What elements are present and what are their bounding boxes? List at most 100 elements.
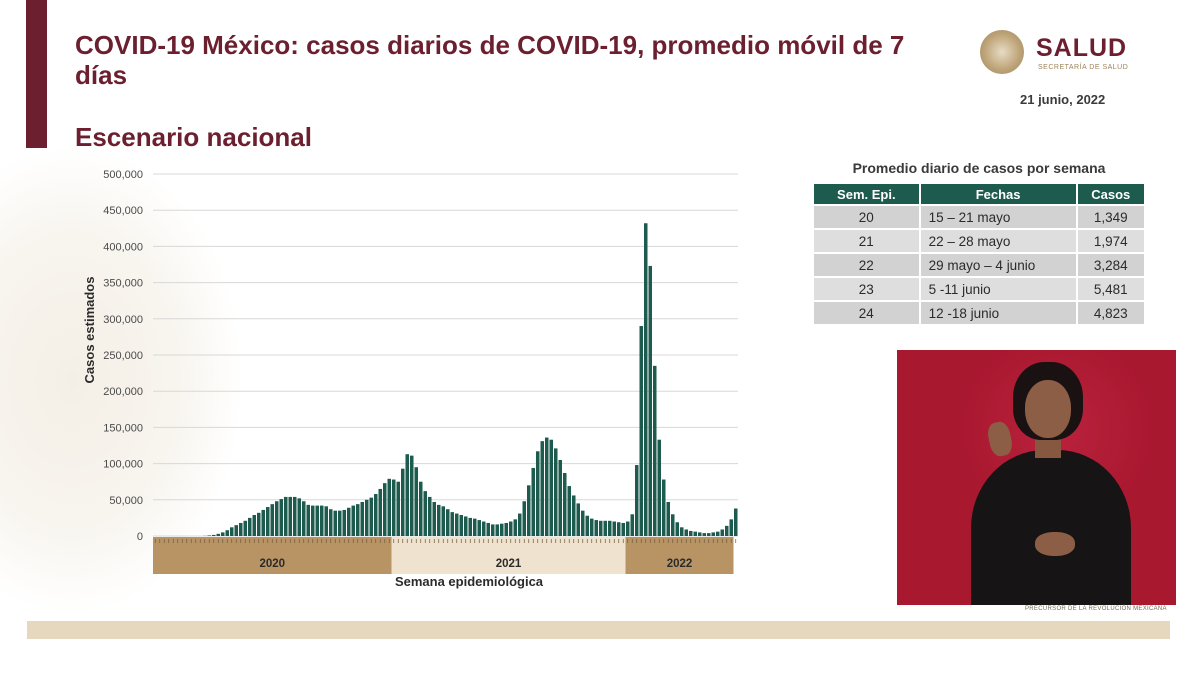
bar (270, 504, 275, 536)
bar (360, 501, 365, 536)
bar (432, 501, 437, 536)
year-label: 2021 (496, 558, 522, 570)
bar (274, 501, 279, 536)
y-tick-label: 50,000 (109, 495, 143, 507)
bar (706, 533, 711, 536)
bar (243, 520, 248, 536)
cell-cases: 3,284 (1077, 254, 1144, 276)
interpreter-hand (1035, 532, 1075, 556)
y-tick-label: 250,000 (103, 350, 143, 362)
weekly-cases-panel: Promedio diario de casos por semana Sem.… (812, 160, 1146, 326)
bar (328, 509, 333, 536)
bar (657, 439, 662, 536)
bar (625, 521, 630, 536)
bar (418, 481, 423, 536)
y-axis-title: Casos estimados (82, 277, 97, 384)
bar (571, 495, 576, 536)
bar (207, 535, 212, 536)
cell-cases: 4,823 (1077, 302, 1144, 324)
bar (513, 519, 518, 536)
bar (666, 501, 671, 536)
y-tick-label: 100,000 (103, 459, 143, 471)
footer-note: PRECURSOR DE LA REVOLUCIÓN MEXICANA (1025, 606, 1167, 612)
bar (319, 505, 324, 536)
header-dates: Fechas (920, 184, 1076, 204)
bar (333, 510, 338, 536)
bar (670, 514, 675, 536)
bar (661, 479, 666, 536)
bar (477, 520, 482, 536)
bar (396, 481, 401, 536)
bar (495, 524, 500, 536)
interpreter-torso (971, 450, 1131, 605)
bar (549, 439, 554, 536)
bar (382, 483, 387, 536)
cell-dates: 15 – 21 mayo (920, 206, 1076, 228)
bar (378, 488, 383, 536)
cell-dates: 22 – 28 mayo (920, 230, 1076, 252)
y-tick-label: 400,000 (103, 241, 143, 253)
bar (355, 504, 360, 536)
bar (324, 506, 329, 536)
bar (486, 522, 491, 536)
bar (220, 532, 225, 536)
cell-week: 23 (814, 278, 919, 300)
bar (216, 533, 221, 536)
bar (675, 522, 680, 536)
bar (643, 223, 648, 536)
bar (576, 503, 581, 536)
bar (301, 501, 306, 536)
bar (364, 499, 369, 536)
weekly-table-title: Promedio diario de casos por semana (852, 160, 1106, 176)
bar (391, 479, 396, 536)
bar (279, 499, 284, 536)
y-tick-label: 350,000 (103, 278, 143, 290)
cell-week: 20 (814, 206, 919, 228)
y-tick-label: 300,000 (103, 314, 143, 326)
national-seal-icon (980, 30, 1024, 74)
bar (454, 513, 459, 536)
bar (522, 501, 527, 536)
table-row: 21 22 – 28 mayo 1,974 (814, 230, 1144, 252)
bar (468, 517, 473, 536)
bar (697, 532, 702, 536)
bar (265, 507, 270, 536)
bar (634, 465, 639, 536)
year-bands: 2020 2021 2022 (153, 537, 737, 574)
bar (733, 508, 738, 536)
bar (535, 451, 540, 536)
bar (711, 532, 716, 536)
bar (247, 517, 252, 536)
bar (238, 522, 243, 536)
bar (342, 509, 347, 536)
y-tick-label: 150,000 (103, 422, 143, 434)
bar (652, 365, 657, 536)
bar (580, 510, 585, 536)
bar (648, 265, 653, 536)
bar (441, 506, 446, 536)
cell-cases: 1,974 (1077, 230, 1144, 252)
bar (544, 437, 549, 536)
bar (463, 516, 468, 536)
bar (288, 496, 293, 536)
bar (427, 496, 432, 536)
bar (252, 515, 257, 536)
slide-title: COVID-19 México: casos diarios de COVID-… (75, 30, 905, 90)
bar (684, 529, 689, 536)
cell-dates: 5 -11 junio (920, 278, 1076, 300)
year-band-2020 (153, 537, 392, 574)
bar (562, 473, 567, 536)
bar (702, 533, 707, 536)
bar (504, 522, 509, 536)
bar (490, 524, 495, 536)
title-accent-bar (26, 0, 47, 148)
bar (729, 519, 734, 536)
cell-dates: 29 mayo – 4 junio (920, 254, 1076, 276)
logo-subtitle: SECRETARÍA DE SALUD (1038, 64, 1129, 71)
bar (526, 485, 531, 536)
y-tick-label: 200,000 (103, 386, 143, 398)
bar (724, 525, 729, 536)
bar (603, 520, 608, 536)
bar (261, 509, 266, 536)
table-row: 20 15 – 21 mayo 1,349 (814, 206, 1144, 228)
